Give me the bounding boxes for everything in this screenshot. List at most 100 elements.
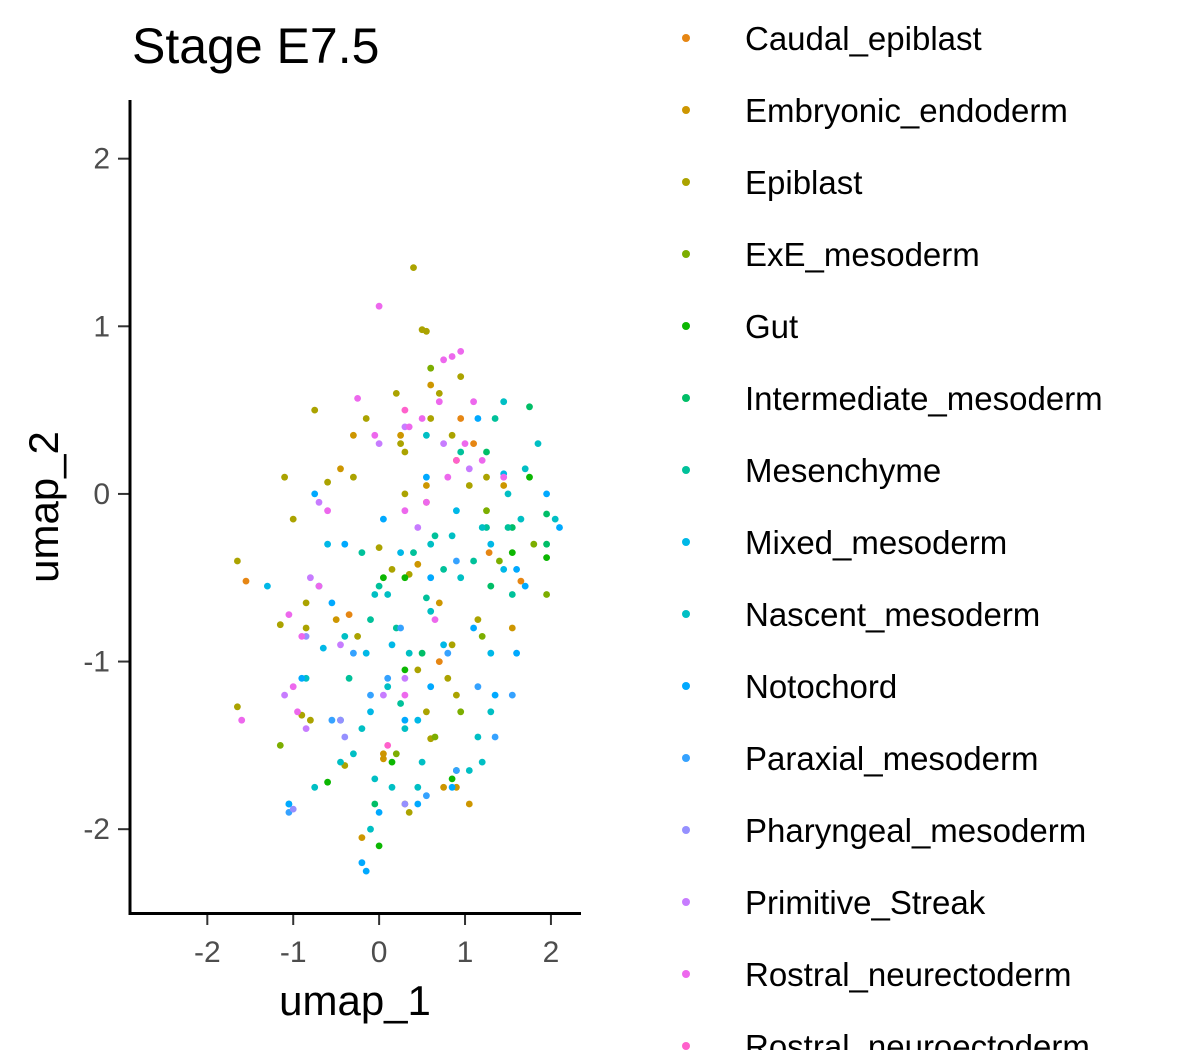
legend-label-6: Mesenchyme <box>745 452 941 489</box>
point-13-23 <box>294 708 301 716</box>
point-6-12 <box>367 616 374 623</box>
point-14-1 <box>453 457 460 464</box>
legend-key-3 <box>682 250 690 258</box>
x-tick-label: 1 <box>457 936 474 969</box>
point-6-5 <box>431 532 439 540</box>
point-2-37 <box>448 641 456 649</box>
point-12-1 <box>375 440 383 447</box>
point-13-3 <box>457 348 465 355</box>
point-4-3 <box>448 775 456 783</box>
point-7-6 <box>414 716 422 724</box>
point-2-31 <box>453 691 460 699</box>
legend-label-13: Rostral_neurectoderm <box>745 956 1072 993</box>
point-8-0 <box>521 465 529 473</box>
legend-label-12: Primitive_Streak <box>745 884 986 921</box>
point-4-5 <box>543 554 550 561</box>
point-6-3 <box>358 549 366 556</box>
point-3-2 <box>483 507 490 515</box>
point-11-0 <box>341 733 349 741</box>
point-12-5 <box>337 641 344 649</box>
point-7-11 <box>440 641 447 649</box>
legend-key-0 <box>682 34 690 42</box>
point-2-27 <box>375 544 383 551</box>
point-1-6 <box>435 599 443 607</box>
point-1-8 <box>337 465 344 473</box>
point-13-22 <box>431 616 439 623</box>
point-6-15 <box>423 594 430 602</box>
point-1-11 <box>500 482 508 489</box>
point-3-1 <box>530 540 538 548</box>
point-1-9 <box>423 482 430 489</box>
legend-key-14 <box>682 1042 690 1050</box>
legend-label-11: Pharyngeal_mesoderm <box>745 812 1086 849</box>
legend: Caudal_epiblast Embryonic_endoderm Epiblas… <box>682 20 1103 1050</box>
point-13-15 <box>238 716 246 724</box>
x-tick-label: -2 <box>194 936 221 969</box>
point-10-10 <box>444 649 452 657</box>
point-2-8 <box>397 440 404 447</box>
point-10-12 <box>453 557 460 565</box>
point-8-28 <box>418 758 426 766</box>
point-1-12 <box>414 560 422 568</box>
legend-label-14: Rostral_neuroectoderm <box>745 1028 1090 1050</box>
point-3-8 <box>427 364 435 372</box>
point-6-10 <box>440 566 447 573</box>
point-5-7 <box>543 510 550 518</box>
point-1-17 <box>380 755 387 763</box>
point-8-7 <box>358 725 366 732</box>
point-2-13 <box>289 515 297 523</box>
point-9-18 <box>513 649 520 657</box>
point-13-16 <box>423 498 430 506</box>
point-8-25 <box>401 725 409 732</box>
legend-key-13 <box>682 970 690 978</box>
point-8-1 <box>504 490 512 498</box>
point-0-5 <box>457 415 465 422</box>
point-8-11 <box>517 515 525 523</box>
point-2-6 <box>435 390 443 397</box>
point-7-1 <box>324 540 331 548</box>
point-8-30 <box>474 733 482 741</box>
point-5-5 <box>371 800 379 808</box>
point-1-13 <box>508 624 516 632</box>
point-13-10 <box>371 431 379 439</box>
point-7-13 <box>500 566 508 573</box>
point-13-13 <box>285 611 293 618</box>
point-7-2 <box>397 549 404 556</box>
point-10-5 <box>350 649 357 657</box>
point-1-5 <box>358 834 366 841</box>
y-axis-title: umap_2 <box>20 431 67 583</box>
legend-label-1: Embryonic_endoderm <box>745 92 1068 129</box>
point-9-5 <box>401 716 409 724</box>
point-10-0 <box>508 691 516 699</box>
point-9-19 <box>328 599 336 607</box>
point-1-1 <box>427 381 435 389</box>
point-2-30 <box>465 482 473 489</box>
point-6-6 <box>375 582 383 590</box>
point-10-8 <box>474 683 482 691</box>
point-9-11 <box>448 783 456 791</box>
point-12-7 <box>465 465 473 473</box>
y-tick-label: 0 <box>93 478 110 511</box>
point-4-9 <box>508 549 516 556</box>
point-13-21 <box>401 691 409 699</box>
point-6-7 <box>508 591 516 598</box>
point-8-3 <box>457 574 465 582</box>
point-2-16 <box>483 473 490 481</box>
point-2-14 <box>302 624 310 632</box>
point-1-14 <box>465 800 473 808</box>
point-2-35 <box>405 809 413 816</box>
point-4-6 <box>526 473 533 481</box>
point-8-17 <box>341 633 349 640</box>
point-2-15 <box>423 327 430 335</box>
point-12-11 <box>302 725 310 732</box>
point-11-1 <box>289 805 297 813</box>
point-2-38 <box>423 708 430 716</box>
point-8-22 <box>423 431 430 439</box>
point-8-31 <box>448 532 456 540</box>
point-7-5 <box>367 708 374 716</box>
point-1-15 <box>332 616 340 623</box>
point-6-1 <box>457 448 465 456</box>
point-5-4 <box>418 649 426 657</box>
point-2-9 <box>350 473 357 481</box>
